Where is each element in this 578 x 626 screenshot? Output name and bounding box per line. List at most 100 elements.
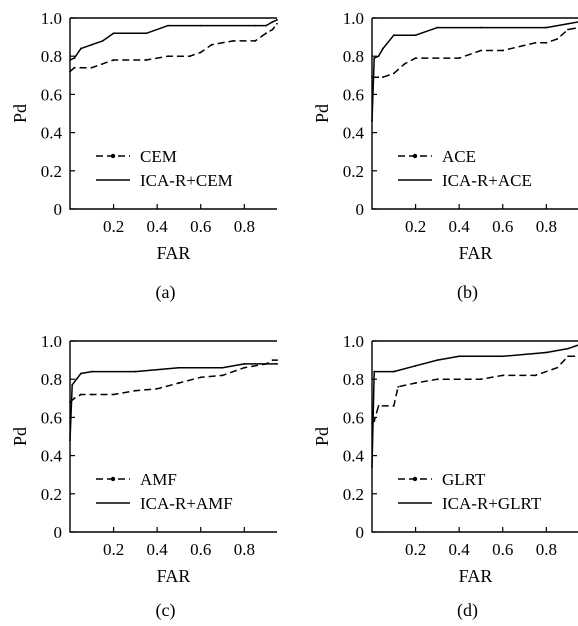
x-tick-label: 0.8 (234, 540, 255, 559)
x-tick-label: 0.8 (536, 217, 557, 236)
y-axis-label: Pd (312, 104, 332, 123)
data-point (567, 347, 570, 350)
data-point (90, 370, 93, 373)
data-point (567, 28, 570, 31)
data-point (156, 387, 159, 390)
data-point (90, 393, 93, 396)
data-point (265, 32, 268, 35)
data-point (69, 401, 71, 404)
legend-label: ICA-R+ACE (442, 171, 532, 190)
panel-caption: (c) (156, 600, 176, 621)
chart-panel: 0 0.2 0.4 0.6 0.8 1.0 0.2 0.4 0.6 0.8 FAR Pd (b) ACE I… (312, 9, 578, 303)
y-tick-label: 0.2 (41, 485, 62, 504)
y-axis-label: Pd (10, 104, 30, 123)
y-axis-label: Pd (10, 427, 30, 446)
legend-marker (412, 153, 418, 159)
data-point (73, 57, 76, 60)
y-tick-label: 0.6 (41, 85, 62, 104)
y-tick-label: 1.0 (41, 332, 62, 351)
legend-label: ICA-R+AMF (140, 494, 233, 513)
legend-label: ICA-R+GLRT (442, 494, 542, 513)
data-point (480, 378, 482, 381)
legend-label: GLRT (442, 470, 486, 489)
series-line-dashed (69, 359, 277, 403)
x-axis-label: FAR (157, 243, 191, 263)
data-point (377, 405, 380, 407)
x-tick-label: 0.2 (103, 540, 124, 559)
y-tick-label: 0.2 (343, 162, 364, 181)
y-tick-label: 1.0 (343, 332, 364, 351)
data-point (79, 372, 82, 375)
series-line-dashed (69, 23, 278, 73)
y-tick-label: 0.6 (41, 408, 62, 427)
data-point (199, 24, 202, 27)
data-point (392, 72, 395, 75)
data-point (567, 22, 570, 25)
data-point (501, 374, 504, 377)
x-tick-label: 0.2 (103, 217, 124, 236)
data-point (134, 389, 137, 392)
data-point (167, 24, 169, 27)
data-point (101, 62, 104, 65)
legend: ACE ICA-R+ACE (398, 147, 532, 190)
data-point (75, 378, 78, 381)
x-axis-label: FAR (459, 566, 493, 586)
legend-marker (412, 476, 418, 482)
data-point (371, 120, 373, 123)
data-point (381, 47, 384, 50)
data-point (112, 59, 115, 61)
data-point (178, 366, 180, 369)
x-tick-label: 0.6 (492, 540, 513, 559)
panel-caption: (b) (457, 282, 478, 303)
y-tick-label: 0.8 (41, 47, 62, 66)
y-tick-label: 0.8 (343, 370, 364, 389)
y-tick-label: 0.8 (343, 47, 364, 66)
y-tick-label: 0.4 (343, 447, 365, 466)
y-tick-label: 0.4 (41, 447, 63, 466)
y-tick-label: 0.8 (41, 370, 62, 389)
data-point (232, 40, 235, 42)
y-axis-label: Pd (312, 427, 332, 446)
x-tick-label: 0.2 (405, 217, 426, 236)
data-point (371, 466, 373, 468)
data-point (145, 32, 148, 35)
data-point (276, 359, 278, 361)
x-axis-label: FAR (459, 243, 493, 263)
data-point (480, 26, 482, 29)
y-tick-label: 0.2 (41, 162, 62, 181)
legend: GLRT ICA-R+GLRT (398, 470, 542, 513)
series-line-solid (69, 19, 278, 61)
series-line-solid (371, 344, 578, 468)
data-point (371, 76, 373, 79)
data-point (381, 76, 384, 79)
data-point (188, 55, 191, 58)
data-point (79, 47, 82, 50)
data-point (221, 374, 224, 377)
panel-caption: (d) (457, 600, 478, 621)
data-point (71, 384, 74, 386)
data-point (199, 51, 202, 54)
x-tick-label: 0.6 (492, 217, 513, 236)
data-point (90, 66, 93, 69)
data-point (501, 355, 504, 358)
data-point (243, 363, 246, 365)
y-tick-label: 0 (54, 200, 63, 219)
data-point (276, 19, 278, 21)
data-point (69, 59, 71, 61)
data-point (167, 55, 169, 58)
legend: CEM ICA-R+CEM (96, 147, 233, 190)
data-point (556, 366, 559, 369)
y-tick-label: 1.0 (41, 9, 62, 28)
y-tick-label: 0.4 (41, 124, 63, 143)
series-line-solid (371, 21, 578, 122)
legend-marker (110, 153, 116, 159)
data-point (243, 366, 246, 369)
data-point (73, 66, 76, 69)
data-point (534, 374, 537, 377)
chart-panel: 0 0.2 0.4 0.6 0.8 1.0 0.2 0.4 0.6 0.8 FAR Pd (d) GLRT… (312, 332, 578, 621)
x-tick-label: 0.2 (405, 540, 426, 559)
y-tick-label: 0.6 (343, 408, 364, 427)
legend-label: CEM (140, 147, 177, 166)
data-point (69, 70, 71, 73)
data-point (501, 49, 504, 52)
